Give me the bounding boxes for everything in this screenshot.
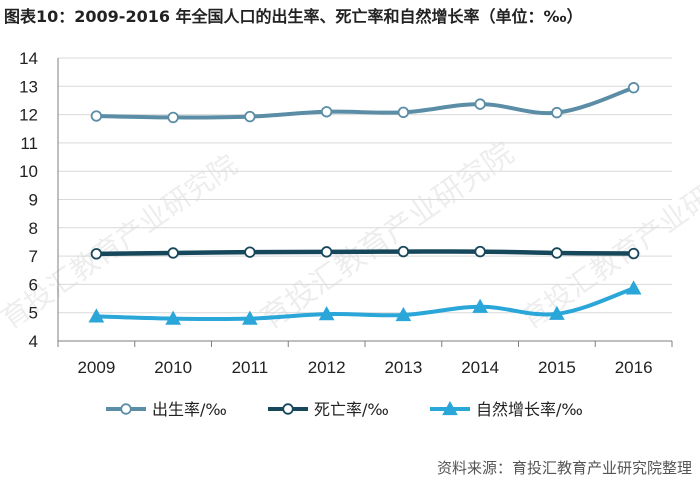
y-tick-label: 8 — [29, 219, 38, 238]
y-tick-label: 14 — [19, 49, 38, 68]
legend-marker — [120, 403, 132, 415]
data-point-1 — [627, 82, 640, 94]
x-axis: 2009 2010 2011 2012 2013 2014 2015 2016 — [77, 358, 652, 377]
y-tick-label: 4 — [29, 332, 38, 351]
x-tick-label: 2011 — [232, 358, 269, 377]
data-point-2 — [627, 247, 640, 260]
data-point-3 — [625, 280, 642, 295]
data-point-3 — [318, 306, 335, 321]
y-tick-label: 9 — [29, 191, 38, 210]
data-point-2 — [90, 248, 103, 260]
data-point-3 — [88, 308, 105, 323]
data-point-1 — [167, 111, 179, 124]
y-axis: 4 5 6 7 8 9 10 11 12 13 14 — [19, 49, 38, 351]
data-point-1 — [474, 98, 486, 110]
data-point-1 — [244, 110, 256, 123]
gridlines — [57, 57, 673, 347]
data-point-1 — [397, 106, 410, 119]
y-tick-label: 10 — [19, 162, 38, 181]
source-note: 资料来源：育投汇教育产业研究院整理 — [436, 459, 692, 477]
data-point-2 — [167, 247, 179, 259]
line-chart: 4 5 6 7 8 9 10 11 12 13 14 2009 2010 2011 2012 2013 201… — [19, 49, 673, 419]
x-tick-label: 2009 — [77, 358, 115, 377]
y-tick-label: 5 — [29, 304, 38, 323]
y-tick-label: 6 — [29, 275, 38, 294]
y-tick-label: 13 — [19, 77, 38, 96]
data-point-1 — [90, 110, 103, 122]
legend-label: 自然增长率/‰ — [476, 400, 583, 419]
chart-title: 图表10：2009-2016 年全国人口的出生率、死亡率和自然增长率（单位：‰） — [4, 7, 583, 26]
x-tick-label: 2014 — [461, 358, 499, 377]
data-point-2 — [244, 246, 256, 258]
x-tick-label: 2016 — [615, 358, 653, 377]
x-tick-label: 2015 — [538, 358, 576, 377]
x-tick-label: 2010 — [154, 358, 192, 377]
data-point-3 — [549, 305, 565, 320]
data-point-3 — [242, 310, 258, 325]
data-point-2 — [397, 245, 410, 258]
data-point-2 — [320, 246, 333, 258]
data-point-3 — [472, 298, 488, 313]
x-tick-label: 2013 — [384, 358, 422, 377]
series-markers — [88, 82, 642, 325]
legend-marker — [442, 400, 458, 416]
data-point-3 — [165, 310, 181, 325]
y-tick-label: 12 — [19, 106, 38, 125]
legend-marker — [282, 403, 294, 415]
data-point-2 — [551, 247, 563, 259]
x-tick-label: 2012 — [308, 358, 346, 377]
series-line-2 — [94, 249, 636, 257]
data-point-1 — [551, 106, 563, 119]
data-point-2 — [474, 245, 486, 258]
y-tick-label: 11 — [20, 134, 38, 153]
y-tick-label: 7 — [29, 247, 38, 266]
legend-label: 出生率/‰ — [152, 400, 227, 419]
data-point-3 — [395, 306, 412, 322]
legend-label: 死亡率/‰ — [314, 400, 389, 419]
legend: 出生率/‰ 死亡率/‰ 自然增长率/‰ — [106, 400, 583, 419]
data-point-1 — [320, 106, 333, 118]
